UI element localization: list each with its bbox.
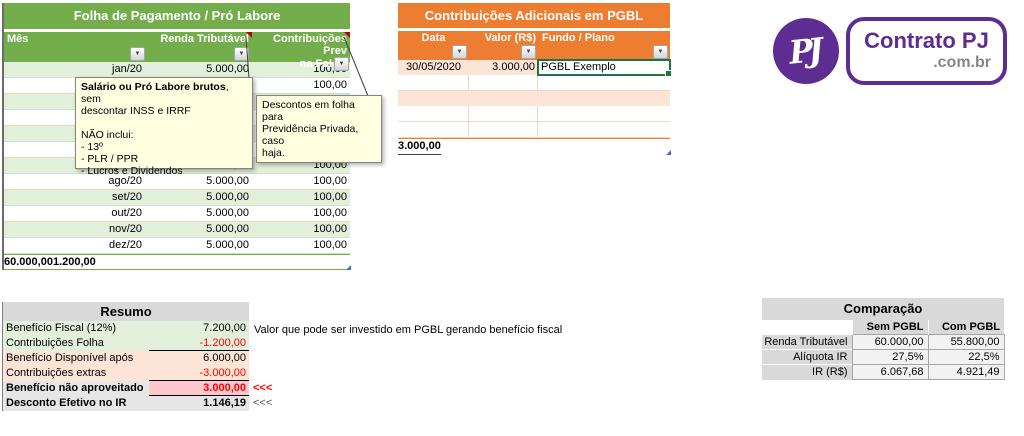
filter-button-renda[interactable]: ▼ [234,47,249,61]
payroll-total-contribuicoes: 1.200,00 [52,256,96,268]
resumo-row[interactable]: Contribuições extras -3.000,00 [3,366,249,381]
table-resize-handle[interactable] [346,265,351,270]
logo-domain: .com.br [933,54,991,71]
comment-tooltip-salario: Salário ou Pró Labore brutos, sem descon… [75,77,253,177]
pgbl-row-empty[interactable] [398,122,670,138]
cell-data: 30/05/2020 [405,61,462,73]
cell-valor: 3.000,00 [492,61,535,73]
resumo-table: Resumo Benefício Fiscal (12%) 7.200,00 Co… [2,302,272,411]
payroll-header-row: Mês ▼ Renda Tributável ▼ Contribuições P… [4,32,350,71]
comment-tooltip-descontos: Descontos em folha para Previdência Priv… [256,95,382,163]
pj-monogram-icon: PJ [773,18,839,84]
arrow-marker: <<< [253,382,273,394]
pgbl-table: Contribuições Adicionais em PGBL Data ▼ … [398,3,672,155]
pgbl-row-empty[interactable] [398,106,670,122]
payroll-table-title: Folha de Pagamento / Pró Labore [4,3,350,29]
comment-indicator-icon [344,32,350,38]
column-header-fundo: Fundo / Plano ▼ [538,31,670,60]
filter-button-contribuicoes[interactable]: ▼ [334,57,349,71]
payroll-total-renda: 60.000,00 [4,256,53,268]
comparacao-header-row: Sem PGBL Com PGBL [762,320,1004,335]
comparacao-title: Comparação [762,298,1004,320]
resumo-row[interactable]: Desconto Efetivo no IR 1.146,19 <<< [3,396,272,411]
comparacao-row[interactable]: IR (R$) 6.067,68 4.921,49 [762,364,1005,380]
column-header-sem-pgbl: Sem PGBL [851,320,928,335]
payroll-row[interactable]: out/20 5.000,00 100,00 [4,206,350,222]
pgbl-total-row[interactable]: 3.000,00 [398,138,671,155]
comparacao-table: Comparação Sem PGBL Com PGBL Renda Tribu… [762,298,1005,380]
logo-badge: Contrato PJ .com.br [846,17,1007,85]
arrow-marker: <<< [253,397,273,409]
column-header-contribuicoes: Contribuições Prev na Fol ▼ [252,32,350,71]
column-header-renda: Renda Tributável ▼ [152,32,252,62]
payroll-total-row[interactable]: 60.000,00 1.200,00 [4,254,351,270]
resumo-row-highlight[interactable]: Benefício não aproveitado 3.000,00 <<< [3,381,272,396]
filter-button-data[interactable]: ▼ [452,45,467,59]
payroll-row[interactable]: ago/20 5.000,00 100,00 [4,174,350,190]
pgbl-table-title: Contribuições Adicionais em PGBL [398,3,670,28]
logo-brand-name: Contrato PJ [864,28,989,53]
pgbl-row-empty[interactable] [398,75,670,91]
payroll-row[interactable]: dez/20 5.000,00 100,00 [4,238,350,254]
contrato-pj-logo: Contrato PJ .com.br PJ [760,8,1020,98]
filter-button-mes[interactable]: ▼ [130,47,145,61]
pgbl-header-row: Data ▼ Valor (R$) ▼ Fundo / Plano ▼ [398,31,670,60]
column-header-com-pgbl: Com PGBL [927,320,1004,335]
comparacao-row[interactable]: Alíquota IR 27,5% 22,5% [762,349,1005,365]
resumo-row[interactable]: Benefício Fiscal (12%) 7.200,00 [3,321,249,336]
filter-button-fundo[interactable]: ▼ [653,45,668,59]
pgbl-row[interactable]: 30/05/2020 3.000,00 PGBL Exemplo [398,59,672,77]
resumo-row[interactable]: Contribuições Folha -1.200,00 [3,336,249,351]
filter-button-valor[interactable]: ▼ [521,45,536,59]
resumo-title: Resumo [3,302,249,321]
payroll-table: Folha de Pagamento / Pró Labore Mês ▼ Re… [2,3,351,270]
pgbl-row-empty[interactable] [398,91,670,106]
column-header-valor: Valor (R$) ▼ [469,31,538,60]
payroll-row[interactable]: set/20 5.000,00 100,00 [4,190,350,206]
column-header-data: Data ▼ [398,31,469,60]
table-resize-handle[interactable] [666,150,671,155]
column-header-mes: Mês ▼ [4,32,152,62]
pgbl-total-valor: 3.000,00 [398,139,441,155]
comment-indicator-icon [246,32,252,38]
resumo-row[interactable]: Benefício Disponível após Folha6.000,00 [3,351,249,379]
pgbl-benefit-annotation: Valor que pode ser investido em PGBL ger… [254,324,563,336]
comparacao-row[interactable]: Renda Tributável 60.000,00 55.800,00 [762,334,1005,350]
payroll-row[interactable]: nov/20 5.000,00 100,00 [4,222,350,238]
selected-cell-fundo[interactable]: PGBL Exemplo [537,59,672,77]
